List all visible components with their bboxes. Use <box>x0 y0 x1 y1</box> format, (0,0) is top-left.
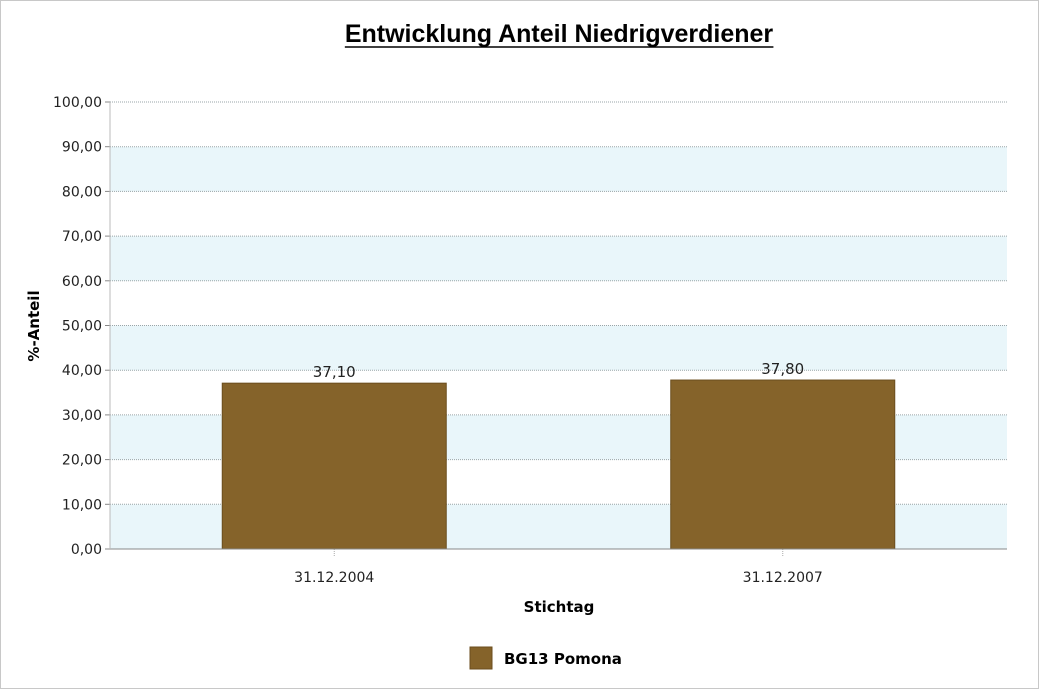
y-tick-label: 50,00 <box>62 319 102 335</box>
y-tick-label: 10,00 <box>62 497 102 513</box>
y-axis-ticks: 0,00 10,00 20,00 30,00 40,00 50,00 60,00 70,00 8… <box>53 95 110 558</box>
y-axis-title: %-Anteil <box>25 290 43 361</box>
bar <box>221 382 447 550</box>
y-tick-label: 100,00 <box>53 95 102 111</box>
x-tick-label: 31.12.2004 <box>294 570 374 586</box>
y-tick-label: 40,00 <box>62 363 102 379</box>
legend: BG13 Pomona <box>469 646 622 670</box>
legend-label: BG13 Pomona <box>504 650 622 668</box>
y-tick-label: 20,00 <box>62 453 102 469</box>
y-tick-label: 90,00 <box>62 140 102 156</box>
bars: 37,10 37,80 <box>221 360 896 550</box>
x-axis-ticks: 31.12.2004 31.12.2007 <box>294 549 823 586</box>
plot-band <box>110 191 1007 237</box>
bar-value-label: 37,80 <box>761 360 804 378</box>
chart-title: Entwicklung Anteil Niedrigverdiener <box>345 20 774 48</box>
plot-band <box>110 102 1007 147</box>
x-axis-title: Stichtag <box>524 598 595 616</box>
plot-band <box>110 325 1007 371</box>
x-tick-label: 31.12.2007 <box>743 570 823 586</box>
plot-band <box>110 146 1007 192</box>
bar <box>670 379 896 550</box>
plot-band <box>110 280 1007 326</box>
y-tick-label: 70,00 <box>62 229 102 245</box>
y-tick-label: 60,00 <box>62 274 102 290</box>
y-tick-label: 80,00 <box>62 184 102 200</box>
y-tick-label: 0,00 <box>71 542 102 558</box>
y-tick-label: 30,00 <box>62 408 102 424</box>
legend-swatch <box>469 646 493 670</box>
bar-value-label: 37,10 <box>313 363 356 381</box>
grid-lines <box>110 101 1007 505</box>
plot-band <box>110 236 1007 281</box>
